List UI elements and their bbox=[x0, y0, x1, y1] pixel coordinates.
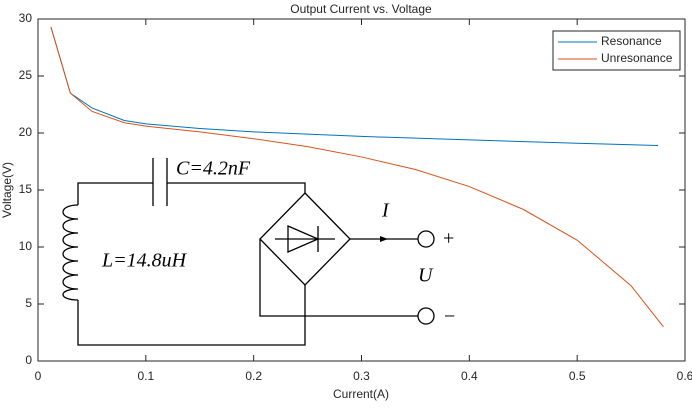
arrow bbox=[380, 236, 388, 242]
x-tick-label: 0.6 bbox=[677, 369, 692, 383]
y-tick-label: 0 bbox=[25, 353, 32, 367]
diode bbox=[275, 225, 335, 253]
y-tick-label: 15 bbox=[19, 182, 33, 196]
y-tick-label: 25 bbox=[19, 68, 33, 82]
inductor bbox=[62, 204, 306, 346]
x-tick-label: 0.3 bbox=[353, 369, 370, 383]
capacitor-label: C=4.2nF bbox=[176, 158, 251, 180]
line-series bbox=[50, 26, 664, 328]
terminal bbox=[417, 307, 435, 325]
circuit-diagram: C=4.2nF L=14.8uH I U + − bbox=[62, 158, 455, 346]
voltage-label: U bbox=[418, 265, 434, 287]
inductor-label: L=14.8uH bbox=[101, 250, 188, 272]
y-axis-label: Voltage(V) bbox=[0, 162, 14, 218]
y-tick-label: 20 bbox=[19, 125, 33, 139]
y-tick-label: 5 bbox=[25, 296, 32, 310]
legend-label: Unresonance bbox=[601, 51, 673, 65]
line-series bbox=[50, 26, 659, 147]
x-tick-label: 0.4 bbox=[461, 369, 478, 383]
x-tick-label: 0 bbox=[35, 369, 42, 383]
capacitor bbox=[152, 158, 168, 206]
wire bbox=[77, 182, 306, 205]
legend-box bbox=[552, 30, 681, 71]
y-tick-label: 30 bbox=[19, 11, 33, 25]
chart-title: Output Current vs. Voltage bbox=[290, 2, 432, 16]
y-tick-label: 10 bbox=[19, 239, 33, 253]
minus-label: − bbox=[444, 306, 455, 328]
plus-label: + bbox=[443, 228, 454, 250]
legend-label: Resonance bbox=[601, 34, 662, 48]
current-label: I bbox=[381, 200, 390, 222]
x-tick-label: 0.1 bbox=[137, 369, 154, 383]
bridge bbox=[259, 192, 351, 286]
terminal bbox=[417, 230, 435, 248]
x-tick-label: 0.2 bbox=[245, 369, 262, 383]
x-axis-label: Current(A) bbox=[333, 387, 389, 401]
x-tick-label: 0.5 bbox=[569, 369, 586, 383]
